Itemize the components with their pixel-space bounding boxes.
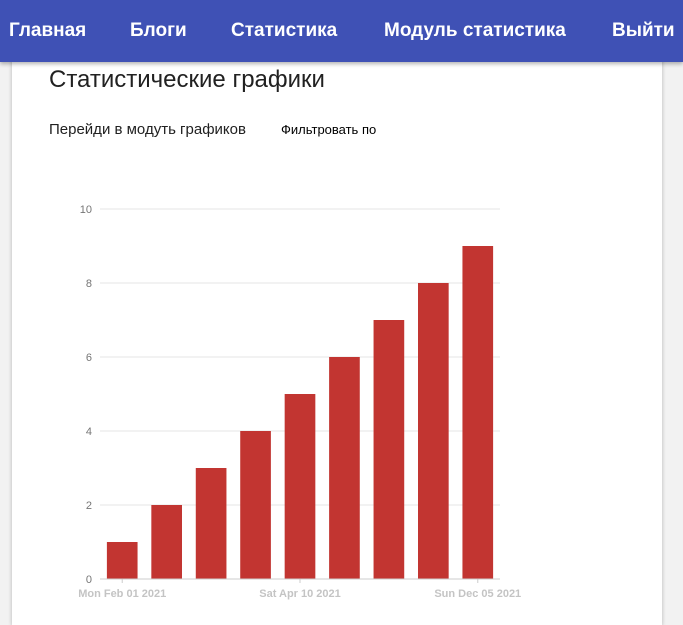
nav-statistics-module[interactable]: Модуль статистика: [384, 20, 566, 41]
nav-statistics[interactable]: Статистика: [231, 20, 338, 41]
bar[interactable]: [418, 283, 449, 579]
bar[interactable]: [151, 505, 182, 579]
bar[interactable]: [462, 246, 494, 579]
y-tick-label: 8: [86, 278, 92, 290]
bar[interactable]: [106, 542, 138, 579]
top-navbar: Главная Блоги Статистика Модуль статисти…: [0, 0, 683, 62]
y-tick-label: 2: [86, 500, 92, 512]
filter-button[interactable]: Фильтровать по: [281, 122, 377, 137]
page-title: Статистические графики: [49, 66, 325, 93]
bar[interactable]: [240, 431, 271, 579]
y-tick-label: 0: [86, 574, 92, 586]
y-tick-label: 6: [86, 352, 92, 364]
bar[interactable]: [284, 394, 316, 579]
chart-bars: [106, 246, 494, 579]
nav-home[interactable]: Главная: [9, 20, 87, 41]
bar[interactable]: [329, 357, 360, 579]
x-tick-label: Sat Apr 10 2021: [259, 588, 341, 600]
y-tick-label: 4: [86, 426, 92, 438]
charts-module-link[interactable]: Перейди в модуть графиков: [49, 121, 246, 138]
nav-blogs[interactable]: Блоги: [130, 20, 187, 41]
nav-logout[interactable]: Выйти: [612, 20, 675, 41]
chart-axes: 0 2 4 6 8 10 Mon Feb 01 2021 Sat Apr 10 2021 Sun…: [78, 204, 521, 600]
bar[interactable]: [373, 320, 405, 579]
bar[interactable]: [195, 468, 227, 579]
y-tick-label: 10: [80, 204, 92, 216]
x-tick-label: Sun Dec 05 2021: [434, 588, 521, 600]
x-tick-label: Mon Feb 01 2021: [78, 588, 166, 600]
